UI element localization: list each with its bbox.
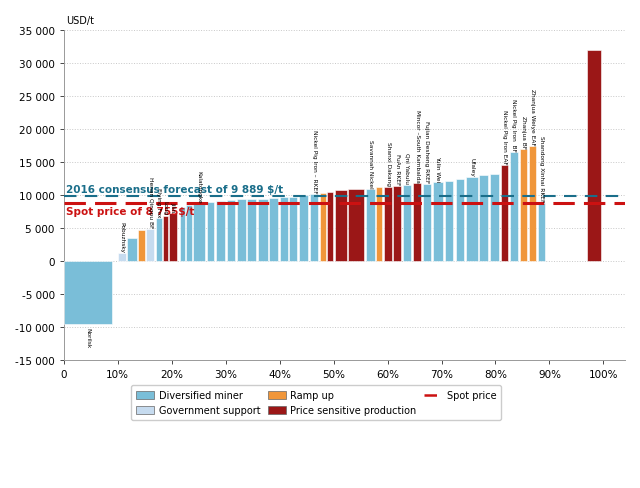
Text: Fujian Desheng RKEF: Fujian Desheng RKEF: [424, 121, 429, 183]
Bar: [289, 197, 297, 262]
Bar: [258, 199, 268, 262]
Bar: [335, 190, 346, 262]
Bar: [227, 201, 236, 262]
Text: Shanxi Dakang: Shanxi Dakang: [385, 142, 390, 186]
Text: Yulin Wei: Yulin Wei: [435, 155, 440, 182]
Text: Savannah Nickel: Savannah Nickel: [368, 139, 372, 188]
Bar: [186, 206, 191, 262]
Bar: [269, 199, 278, 262]
Bar: [479, 176, 488, 262]
Text: Mincor –South Kambalda: Mincor –South Kambalda: [415, 110, 420, 183]
Bar: [326, 193, 333, 262]
Bar: [366, 189, 374, 262]
Bar: [247, 200, 256, 262]
Text: Pobuzhsky: Pobuzhsky: [119, 222, 124, 252]
Text: Spot price of 8 755$/t: Spot price of 8 755$/t: [67, 206, 195, 216]
Text: FuAn RKEF: FuAn RKEF: [395, 154, 400, 185]
Text: USD/t: USD/t: [67, 16, 95, 26]
Bar: [64, 262, 113, 325]
Bar: [422, 184, 431, 262]
Bar: [466, 178, 477, 262]
Text: 2016 consensus forecast of 9 889 $/t: 2016 consensus forecast of 9 889 $/t: [67, 184, 284, 194]
Bar: [180, 208, 185, 262]
Bar: [403, 185, 412, 262]
Bar: [310, 195, 319, 262]
Bar: [538, 203, 545, 262]
Text: Flying Fox: Flying Fox: [156, 187, 161, 217]
Bar: [127, 238, 137, 262]
Bar: [348, 190, 364, 262]
Text: Norilsk: Norilsk: [86, 327, 91, 347]
Bar: [193, 204, 205, 262]
Bar: [163, 216, 168, 262]
Bar: [490, 175, 499, 262]
Bar: [413, 184, 421, 262]
Bar: [320, 193, 326, 262]
Bar: [156, 218, 162, 262]
Bar: [501, 166, 508, 262]
Text: Jilin: Jilin: [170, 202, 175, 212]
Text: Nickel Pig Iron  BF: Nickel Pig Iron BF: [511, 99, 516, 152]
Bar: [529, 147, 536, 262]
Text: Henan Qingpu BF: Henan Qingpu BF: [148, 177, 152, 228]
Bar: [216, 201, 225, 262]
Text: Long: Long: [163, 201, 168, 215]
Bar: [207, 203, 214, 262]
Bar: [394, 186, 401, 262]
Text: Nickel Pig Iron EAF: Nickel Pig Iron EAF: [502, 110, 507, 165]
Bar: [138, 230, 145, 262]
Bar: [384, 187, 392, 262]
Bar: [237, 200, 246, 262]
Text: Zhanjua Weiye EAF: Zhanjua Weiye EAF: [530, 89, 535, 146]
Bar: [433, 183, 443, 262]
Text: Zhanjua BF: Zhanjua BF: [521, 115, 526, 148]
Bar: [169, 214, 177, 262]
Bar: [118, 254, 126, 262]
Legend: Diversified miner, Government support, Ramp up, Price sensitive production, Spot: Diversified miner, Government support, R…: [131, 386, 501, 420]
Text: Nickel Pig Iron – RKEF: Nickel Pig Iron – RKEF: [312, 130, 317, 193]
Bar: [588, 51, 601, 262]
Bar: [146, 229, 154, 262]
Bar: [520, 150, 527, 262]
Bar: [445, 182, 453, 262]
Text: Kalatongke: Kalatongke: [196, 170, 202, 203]
Bar: [280, 198, 288, 262]
Text: Ufaley: Ufaley: [469, 158, 474, 177]
Bar: [298, 196, 308, 262]
Bar: [456, 180, 464, 262]
Bar: [510, 153, 518, 262]
Bar: [376, 188, 382, 262]
Text: Qni Yabulu: Qni Yabulu: [404, 153, 410, 184]
Text: Shandong Xinhai RKEF: Shandong Xinhai RKEF: [539, 136, 544, 203]
